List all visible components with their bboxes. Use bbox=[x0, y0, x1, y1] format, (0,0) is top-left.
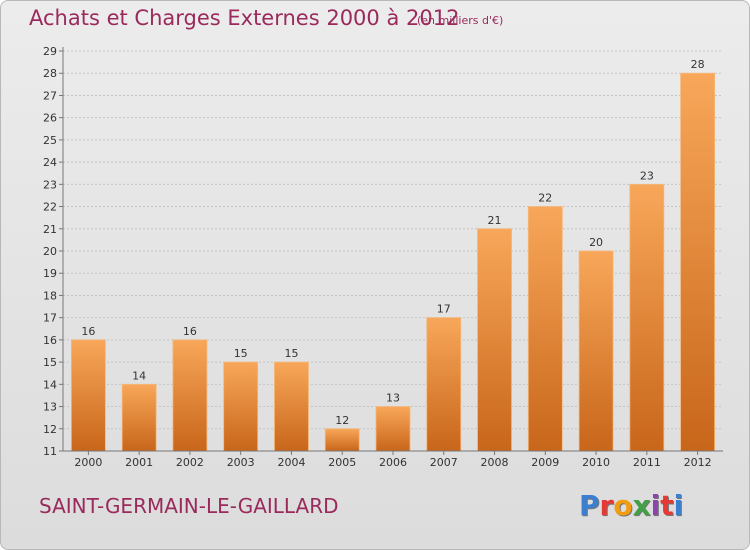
y-tick-label: 20 bbox=[43, 245, 57, 258]
x-tick-label: 2008 bbox=[481, 456, 509, 469]
x-tick-label: 2010 bbox=[582, 456, 610, 469]
data-label: 14 bbox=[132, 369, 146, 382]
bar[interactable] bbox=[527, 206, 563, 452]
bar[interactable] bbox=[680, 72, 716, 452]
y-tick-label: 26 bbox=[43, 112, 57, 125]
y-tick-label: 15 bbox=[43, 356, 57, 369]
x-tick-label: 2006 bbox=[379, 456, 407, 469]
bar[interactable] bbox=[121, 383, 157, 452]
y-tick-label: 18 bbox=[43, 289, 57, 302]
logo-letter: x bbox=[632, 489, 651, 522]
axes: 11 12 13 14 15 16 17 18 19 20 21 22 23 24 25 26 27 28 29 20… bbox=[43, 45, 723, 469]
x-tick-label: 2009 bbox=[531, 456, 559, 469]
y-tick-label: 21 bbox=[43, 223, 57, 236]
data-label: 15 bbox=[284, 347, 298, 360]
x-tick-label: 2003 bbox=[227, 456, 255, 469]
data-label: 16 bbox=[183, 325, 197, 338]
x-tick-label: 2007 bbox=[430, 456, 458, 469]
bar[interactable] bbox=[629, 183, 665, 452]
bar[interactable] bbox=[375, 406, 411, 452]
y-tick-label: 11 bbox=[43, 445, 57, 458]
data-label: 21 bbox=[488, 214, 502, 227]
x-tick-label: 2011 bbox=[633, 456, 661, 469]
x-tick-label: 2002 bbox=[176, 456, 204, 469]
y-tick-label: 22 bbox=[43, 201, 57, 214]
data-label: 13 bbox=[386, 392, 400, 405]
data-label: 16 bbox=[81, 325, 95, 338]
y-tick-label: 13 bbox=[43, 401, 57, 414]
chart-title: Achats et Charges Externes 2000 à 2012 bbox=[29, 6, 460, 30]
y-tick-label: 16 bbox=[43, 334, 57, 347]
logo-letter: i bbox=[650, 489, 661, 522]
x-tick-label: 2004 bbox=[277, 456, 305, 469]
logo-letter: t bbox=[660, 489, 674, 522]
x-tick-label: 2012 bbox=[684, 456, 712, 469]
bar[interactable] bbox=[578, 250, 614, 452]
y-tick-label: 28 bbox=[43, 67, 57, 80]
y-tick-label: 25 bbox=[43, 134, 57, 147]
bar[interactable] bbox=[477, 228, 512, 452]
bar[interactable] bbox=[274, 361, 309, 452]
logo-letter: o bbox=[613, 489, 633, 522]
y-tick-label: 12 bbox=[43, 423, 57, 436]
data-labels: 16 14 16 15 15 12 13 17 21 22 20 23 28 bbox=[81, 58, 704, 427]
data-label: 22 bbox=[538, 192, 552, 205]
y-tick-label: 29 bbox=[43, 45, 57, 58]
x-tick-label: 2005 bbox=[328, 456, 356, 469]
bar[interactable] bbox=[172, 339, 208, 452]
data-label: 12 bbox=[335, 414, 349, 427]
data-label: 28 bbox=[691, 58, 705, 71]
data-label: 17 bbox=[437, 303, 451, 316]
commune-name: SAINT-GERMAIN-LE-GAILLARD bbox=[39, 494, 339, 518]
data-label: 20 bbox=[589, 236, 603, 249]
x-tick-label: 2000 bbox=[74, 456, 102, 469]
bar[interactable] bbox=[223, 361, 259, 452]
y-tick-label: 19 bbox=[43, 267, 57, 280]
bar[interactable] bbox=[426, 317, 462, 452]
y-tick-label: 23 bbox=[43, 178, 57, 191]
data-label: 23 bbox=[640, 169, 654, 182]
bar[interactable] bbox=[324, 428, 360, 452]
proxiti-logo[interactable]: Proxiti bbox=[579, 489, 683, 522]
logo-letter: P bbox=[579, 489, 600, 522]
logo-letter: i bbox=[673, 489, 684, 522]
bars bbox=[70, 72, 716, 452]
logo-letter: r bbox=[599, 489, 614, 522]
y-tick-label: 14 bbox=[43, 378, 57, 391]
y-tick-label: 17 bbox=[43, 312, 57, 325]
data-label: 15 bbox=[234, 347, 248, 360]
x-tick-label: 2001 bbox=[125, 456, 153, 469]
chart-subtitle: (en milliers d'€) bbox=[417, 14, 504, 27]
y-tick-label: 27 bbox=[43, 89, 57, 102]
bar[interactable] bbox=[70, 339, 106, 452]
y-tick-label: 24 bbox=[43, 156, 57, 169]
